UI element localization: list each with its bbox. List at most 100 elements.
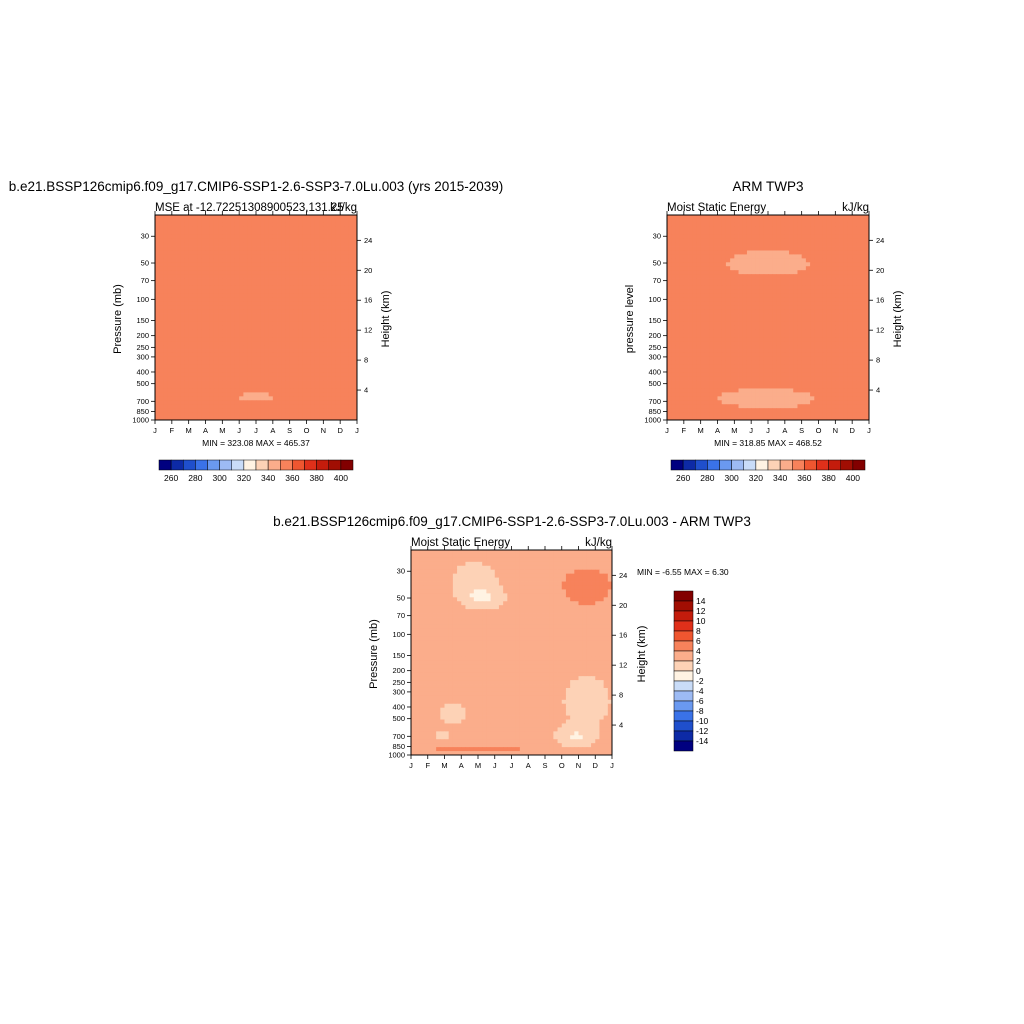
contour-cell — [268, 396, 274, 401]
contour-cell — [835, 356, 840, 362]
contour-cell — [742, 352, 748, 358]
contour-cell — [155, 341, 160, 346]
contour-cell — [721, 384, 727, 389]
contour-cell — [247, 254, 253, 259]
contour-cell — [671, 376, 676, 381]
contour-cell — [176, 412, 181, 417]
contour-cell — [293, 258, 299, 263]
contour-cell — [696, 215, 702, 220]
contour-cell — [281, 404, 286, 409]
contour-cell — [209, 250, 215, 255]
contour-cell — [184, 372, 190, 378]
contour-cell — [281, 317, 286, 322]
contour-cell — [306, 289, 312, 295]
contour-cell — [852, 356, 857, 362]
contour-cell — [667, 234, 672, 240]
contour-cell — [310, 266, 316, 271]
contour-cell — [155, 262, 160, 267]
contour-cell — [192, 215, 198, 220]
contour-cell — [780, 274, 786, 279]
contour-cell — [843, 329, 849, 334]
contour-cell — [167, 274, 173, 279]
contour-cell — [298, 313, 303, 318]
contour-cell — [696, 234, 702, 240]
contour-cell — [247, 384, 253, 389]
contour-cell — [306, 356, 312, 362]
contour-cell — [730, 360, 735, 366]
contour-cell — [260, 368, 265, 374]
contour-cell — [234, 372, 240, 378]
contour-cell — [285, 238, 291, 243]
contour-cell — [285, 262, 291, 267]
contour-cell — [213, 345, 219, 350]
contour-cell — [335, 274, 341, 279]
contour-cell — [818, 313, 824, 318]
contour-cell — [847, 360, 853, 366]
contour-cell — [856, 317, 861, 322]
contour-cell — [323, 258, 328, 263]
contour-cell — [188, 333, 194, 338]
contour-cell — [289, 250, 295, 255]
contour-cell — [218, 218, 223, 224]
contour-cell — [163, 289, 169, 295]
contour-cell — [327, 313, 333, 318]
contour-cell — [298, 230, 303, 236]
contour-cell — [327, 360, 333, 366]
contour-cell — [256, 404, 261, 409]
contour-cell — [789, 352, 794, 358]
contour-cell — [751, 215, 756, 220]
contour-cell — [784, 258, 790, 263]
contour-cell — [864, 234, 870, 240]
contour-cell — [277, 325, 282, 330]
contour-cell — [243, 278, 248, 283]
contour-cell — [864, 380, 870, 385]
contour-cell — [209, 222, 215, 228]
contour-cell — [734, 321, 739, 326]
contour-cell — [323, 293, 328, 299]
contour-cell — [319, 305, 324, 311]
contour-cell — [810, 218, 815, 224]
y-tick-label: 200 — [136, 331, 149, 340]
contour-cell — [197, 396, 202, 401]
contour-cell — [675, 270, 681, 275]
contour-cell — [247, 408, 253, 413]
contour-cell — [671, 297, 676, 303]
contour-cell — [205, 356, 211, 362]
contour-cell — [184, 215, 190, 220]
contour-cell — [814, 352, 819, 358]
contour-cell — [264, 352, 270, 358]
contour-cell — [314, 226, 320, 232]
contour-cell — [742, 384, 748, 389]
contour-cell — [675, 360, 681, 366]
contour-cell — [755, 333, 760, 338]
contour-cell — [734, 337, 739, 342]
contour-cell — [679, 274, 685, 279]
contour-cell — [856, 368, 861, 374]
contour-cell — [289, 384, 295, 389]
contour-cell — [302, 364, 307, 370]
contour-cell — [860, 305, 866, 311]
contour-cell — [814, 341, 819, 346]
contour-cell — [709, 380, 714, 385]
contour-cell — [717, 364, 723, 370]
contour-cell — [348, 215, 354, 220]
contour-cell — [763, 305, 769, 311]
contour-cell — [768, 285, 773, 291]
contour-cell — [272, 222, 278, 228]
contour-cell — [289, 345, 295, 350]
contour-cell — [222, 372, 227, 378]
contour-cell — [793, 345, 798, 350]
contour-cell — [314, 274, 320, 279]
contour-cell — [797, 345, 803, 350]
contour-cell — [683, 317, 689, 322]
contour-cell — [310, 372, 316, 378]
contour-cell — [167, 392, 173, 397]
contour-cell — [293, 360, 299, 366]
contour-cell — [348, 293, 354, 299]
contour-cell — [667, 345, 672, 350]
contour-cell — [688, 341, 693, 346]
contour-cell — [251, 392, 257, 397]
contour-cell — [721, 289, 727, 295]
contour-cell — [209, 317, 215, 322]
contour-cell — [319, 254, 324, 259]
